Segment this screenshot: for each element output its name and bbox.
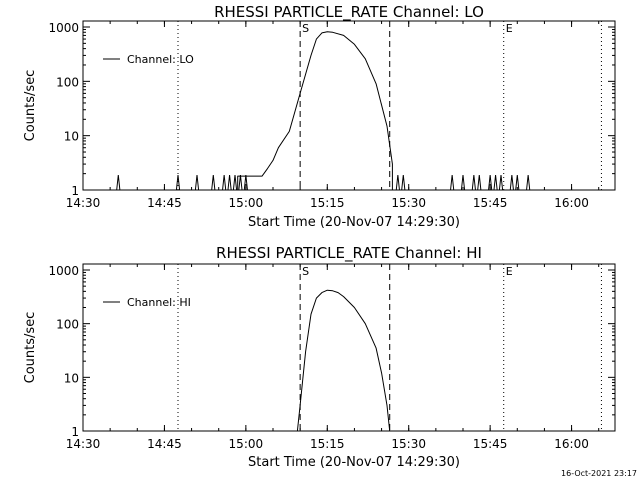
x-tick-label: 15:45	[473, 196, 508, 210]
x-axis-label: Start Time (20-Nov-07 14:29:30)	[248, 455, 460, 470]
plot-frame	[82, 20, 616, 191]
series-spike	[116, 174, 121, 191]
series-spike	[450, 174, 455, 191]
marker-label-e: E	[506, 22, 513, 35]
chart-title: RHESSI PARTICLE_RATE Channel: LO	[214, 3, 484, 22]
chart-panel-2: RHESSI PARTICLE_RATE Channel: HI 14:30 14:…	[23, 244, 616, 470]
legend-label: Channel: LO	[127, 53, 194, 66]
x-tick-label: 14:45	[147, 196, 182, 210]
series-spike	[243, 174, 248, 191]
series-spike	[194, 174, 200, 191]
series-spike	[477, 174, 482, 191]
chart-panel-1: RHESSI PARTICLE_RATE Channel: LO 14:30 14:…	[23, 3, 616, 230]
series-spike	[401, 174, 406, 191]
y-tick-label: 1000	[48, 264, 79, 278]
y-tick-label: 100	[56, 75, 79, 89]
series-spike	[175, 174, 181, 191]
y-tick-label: 100	[56, 318, 79, 332]
y-tick-label: 1	[71, 425, 79, 439]
y-axis-label: Counts/sec	[23, 70, 38, 142]
x-tick-label: 15:45	[473, 437, 508, 451]
x-tick-label: 16:00	[554, 196, 589, 210]
series-spike	[493, 174, 498, 191]
marker-label-s: S	[302, 22, 309, 35]
x-tick-label: 14:30	[66, 196, 101, 210]
chart-title: RHESSI PARTICLE_RATE Channel: HI	[216, 244, 482, 263]
y-tick-label: 1000	[48, 21, 79, 35]
x-tick-label: 15:30	[391, 437, 426, 451]
plot-frame	[82, 263, 616, 432]
series-spike	[526, 174, 531, 191]
generation-timestamp: 16-Oct-2021 23:17	[561, 469, 637, 478]
series-spike	[227, 174, 232, 191]
series-spike	[509, 174, 514, 191]
legend-label: Channel: HI	[127, 296, 191, 309]
series-spike	[498, 174, 504, 191]
x-tick-label: 14:45	[147, 437, 182, 451]
series-spike	[460, 174, 466, 191]
marker-label-s: S	[302, 265, 309, 278]
series-spike	[395, 174, 400, 191]
x-tick-label: 14:30	[66, 437, 101, 451]
x-tick-label: 15:00	[229, 196, 264, 210]
x-tick-label: 15:30	[391, 196, 426, 210]
y-tick-label: 10	[64, 371, 79, 385]
x-tick-label: 15:15	[310, 437, 345, 451]
series-line-channel-lo	[237, 31, 393, 190]
series-spike	[488, 174, 493, 191]
marker-label-e: E	[506, 265, 513, 278]
x-tick-label: 15:00	[229, 437, 264, 451]
series-spike	[222, 174, 227, 191]
series-spike	[232, 174, 238, 191]
series-spike	[238, 174, 243, 191]
series-spike	[211, 174, 216, 191]
series-spike	[515, 174, 520, 191]
x-tick-label: 16:00	[554, 437, 589, 451]
series-spike	[471, 174, 476, 191]
y-tick-label: 10	[64, 130, 79, 144]
series-line-channel-hi	[296, 289, 391, 432]
x-tick-label: 15:15	[310, 196, 345, 210]
y-tick-label: 1	[71, 184, 79, 198]
y-axis-label: Counts/sec	[23, 312, 38, 384]
x-axis-label: Start Time (20-Nov-07 14:29:30)	[248, 215, 460, 230]
